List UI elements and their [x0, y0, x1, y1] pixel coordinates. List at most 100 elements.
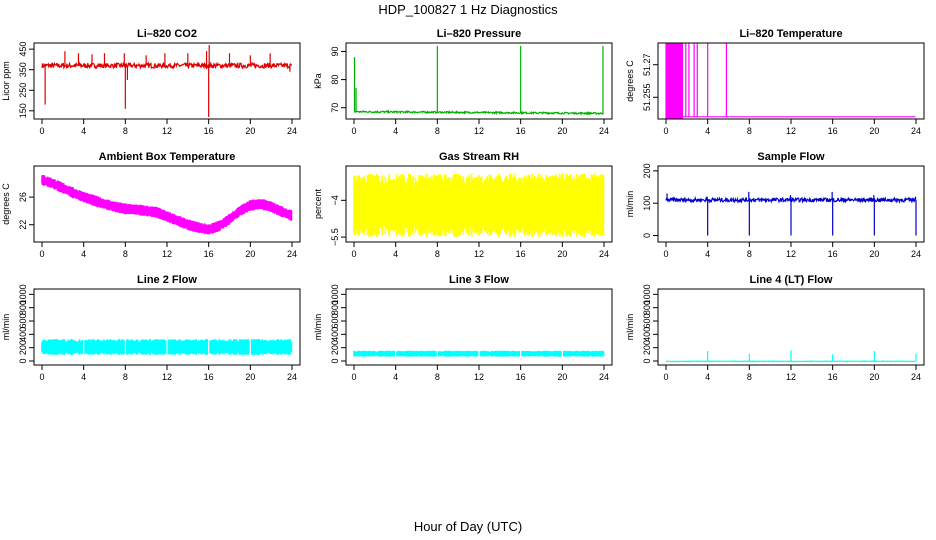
panel-title: Ambient Box Temperature: [99, 151, 236, 163]
data-layer: [353, 45, 604, 116]
y-tick-label: 200: [330, 340, 340, 355]
x-tick-label: 12: [162, 372, 172, 382]
y-tick-label: 26: [18, 192, 28, 202]
y-tick-label: 800: [330, 300, 340, 315]
x-tick-label: 12: [474, 372, 484, 382]
y-tick-label: 200: [18, 340, 28, 355]
y-tick-label: −5.5: [330, 228, 340, 246]
y-axis-label: ml/min: [625, 191, 635, 218]
y-tick-label: 600: [18, 313, 28, 328]
y-tick-label: 100: [642, 196, 652, 211]
x-tick-label: 20: [557, 249, 567, 259]
x-tick-label: 0: [351, 249, 356, 259]
x-tick-label: 8: [123, 126, 128, 136]
x-tick-label: 20: [869, 126, 879, 136]
panel-title: Li–820 Pressure: [437, 28, 521, 40]
x-tick-label: 4: [705, 126, 710, 136]
x-tick-label: 16: [204, 126, 214, 136]
x-tick-label: 12: [474, 249, 484, 259]
data-line: [665, 43, 916, 119]
y-tick-label: 800: [642, 300, 652, 315]
plot-frame: [657, 42, 925, 120]
x-tick-label: 0: [351, 372, 356, 382]
x-tick-label: 0: [663, 126, 668, 136]
x-tick-label: 4: [81, 372, 86, 382]
x-tick-label: 8: [747, 372, 752, 382]
panel-title: Line 4 (LT) Flow: [750, 274, 833, 286]
y-axis-label: kPa: [313, 73, 323, 89]
x-tick-label: 16: [516, 249, 526, 259]
x-tick-label: 12: [786, 372, 796, 382]
y-axis-label: degrees C: [625, 60, 635, 102]
y-tick-label: 0: [18, 358, 28, 363]
x-tick-label: 24: [911, 126, 921, 136]
y-tick-label: 0: [330, 358, 340, 363]
data-layer: [41, 45, 293, 117]
y-tick-label: 800: [18, 300, 28, 315]
x-tick-label: 24: [287, 126, 297, 136]
x-tick-label: 16: [516, 126, 526, 136]
x-tick-label: 12: [162, 249, 172, 259]
x-tick-label: 24: [599, 372, 609, 382]
x-tick-label: 20: [245, 372, 255, 382]
plot-frame: [345, 42, 613, 120]
panel-line2: Line 2 Flow ml/min 0 4 8 12 16 20 24 0 20040060080…: [1, 274, 301, 382]
y-tick-label: 400: [18, 327, 28, 342]
data-layer: [665, 350, 917, 363]
y-tick-label: 400: [330, 327, 340, 342]
panel-pressure: Li–820 Pressure kPa 0 4 8 12 16 20 24 70 80 90: [313, 28, 613, 136]
y-axis-label: ml/min: [625, 314, 635, 341]
x-tick-label: 12: [474, 126, 484, 136]
y-tick-label: 150: [18, 103, 28, 118]
y-tick-label: 1000: [642, 284, 652, 304]
x-tick-label: 20: [557, 126, 567, 136]
panel-rh: Gas Stream RH percent 0 4 8 12 16 20 24 −5.5 −4: [313, 151, 613, 259]
data-layer: [353, 173, 605, 238]
panel-line4: Line 4 (LT) Flow ml/min 0 4 8 12 16 20 24 0 200400…: [625, 274, 925, 382]
y-tick-label: −4: [330, 195, 340, 205]
y-tick-label: 600: [642, 313, 652, 328]
x-tick-label: 20: [869, 372, 879, 382]
panel-title: Line 3 Flow: [449, 274, 509, 286]
x-tick-label: 8: [435, 372, 440, 382]
y-axis-label: percent: [313, 188, 323, 219]
y-tick-label: 22: [18, 220, 28, 230]
y-axis-label: ml/min: [313, 314, 323, 341]
y-tick-label: 1000: [330, 284, 340, 304]
panel-title: Li–820 Temperature: [739, 28, 842, 40]
x-tick-label: 8: [747, 126, 752, 136]
panel-co2: Li–820 CO2 Licor ppm 0 4 8 12 16 20 24 150 250 350 4…: [1, 28, 301, 136]
x-tick-label: 4: [705, 249, 710, 259]
x-tick-label: 24: [911, 249, 921, 259]
x-tick-label: 16: [204, 249, 214, 259]
x-tick-label: 20: [245, 249, 255, 259]
data-layer: [665, 191, 917, 236]
x-tick-label: 8: [435, 126, 440, 136]
y-tick-label: 200: [642, 163, 652, 178]
panel-title: Line 2 Flow: [137, 274, 197, 286]
x-tick-label: 24: [287, 372, 297, 382]
panel-title: Gas Stream RH: [439, 151, 519, 163]
x-tick-label: 4: [81, 126, 86, 136]
y-tick-label: 250: [18, 83, 28, 98]
x-tick-label: 4: [393, 372, 398, 382]
x-tick-label: 20: [557, 372, 567, 382]
figure-title: HDP_100827 1 Hz Diagnostics: [378, 2, 558, 17]
x-tick-label: 12: [786, 249, 796, 259]
x-tick-label: 8: [747, 249, 752, 259]
x-tick-label: 12: [162, 126, 172, 136]
y-tick-label: 0: [642, 358, 652, 363]
x-tick-label: 0: [663, 372, 668, 382]
y-tick-label: 600: [330, 313, 340, 328]
y-tick-label: 200: [642, 340, 652, 355]
x-tick-label: 0: [39, 126, 44, 136]
data-line: [41, 60, 293, 70]
x-tick-label: 20: [245, 126, 255, 136]
x-tick-label: 8: [435, 249, 440, 259]
y-tick-label: 70: [330, 103, 340, 113]
y-tick-label: 90: [330, 46, 340, 56]
y-tick-label: 350: [18, 62, 28, 77]
y-tick-label: 80: [330, 75, 340, 85]
x-tick-label: 16: [828, 372, 838, 382]
